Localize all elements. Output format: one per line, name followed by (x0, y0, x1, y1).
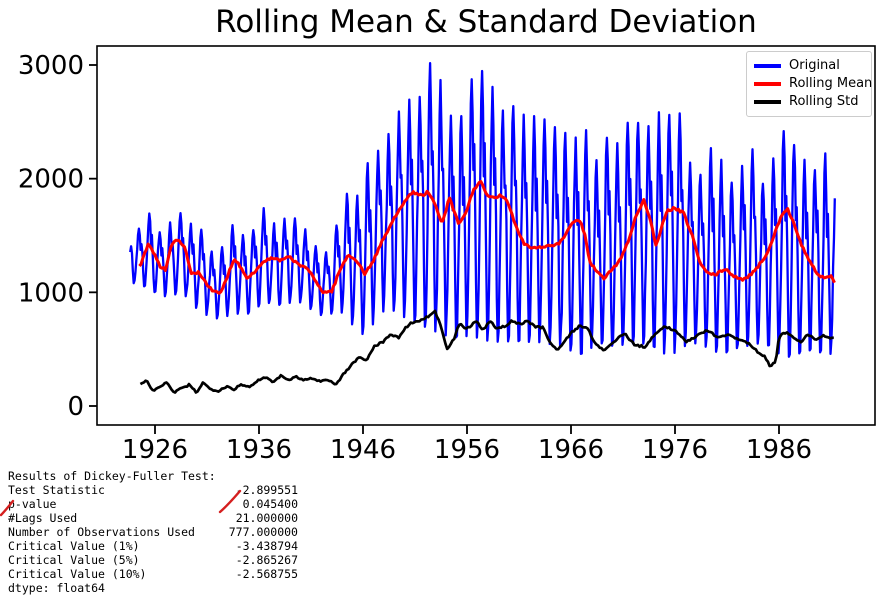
x-tick-label: 1936 (226, 435, 292, 465)
stat-value: -2.568755 (235, 567, 298, 581)
dickey-fuller-results: Results of Dickey-Fuller Test: Test Stat… (8, 469, 298, 595)
y-tick-label: 2000 (18, 165, 84, 195)
stats-row-critical-1pct: Critical Value (1%) -3.438794 (8, 539, 298, 553)
stat-value: -2.865267 (235, 553, 298, 567)
stat-label: Test Statistic (8, 483, 105, 497)
stats-row-critical-10pct: Critical Value (10%) -2.568755 (8, 567, 298, 581)
stat-value: 0.045400 (242, 497, 298, 511)
chart-plot-area: 0 1000 2000 3000 1926 1936 1946 1956 1966 1976 198… (18, 45, 876, 465)
stats-row-test-statistic: Test Statistic -2.899551 (8, 483, 298, 497)
stat-label: Number of Observations Used (8, 525, 195, 539)
legend-item-rolling-std: Rolling Std (754, 93, 864, 111)
rolling-std-line-swatch (754, 100, 781, 104)
legend-box: Original Rolling Mean Rolling Std (746, 51, 872, 117)
plot-frame (96, 45, 876, 426)
stats-row-critical-5pct: Critical Value (5%) -2.865267 (8, 553, 298, 567)
stat-label: #Lags Used (8, 511, 78, 525)
stat-label: Critical Value (5%) (8, 553, 140, 567)
legend-item-rolling-mean: Rolling Mean (754, 75, 872, 93)
stats-row-lags-used: #Lags Used 21.000000 (8, 511, 298, 525)
x-tick-label: 1966 (538, 435, 604, 465)
stat-label: Critical Value (1%) (8, 539, 140, 553)
x-tick-label: 1976 (642, 435, 708, 465)
stat-label: Critical Value (10%) (8, 567, 147, 581)
x-tick-label: 1926 (122, 435, 188, 465)
stat-value: 777.000000 (228, 525, 298, 539)
stats-dtype-footer: dtype: float64 (8, 581, 105, 595)
legend-label: Original (789, 58, 840, 73)
legend-label: Rolling Mean (789, 76, 873, 91)
stat-value: -2.899551 (235, 483, 298, 497)
rolling-std-line (139, 309, 834, 394)
original-series-line (129, 62, 836, 358)
stat-label: p-value (8, 497, 57, 511)
legend-item-original: Original (754, 57, 864, 75)
original-line-swatch (754, 64, 781, 68)
chart-title: Rolling Mean & Standard Deviation (215, 4, 757, 40)
stats-heading: Results of Dickey-Fuller Test: (8, 469, 216, 483)
stats-row-p-value: p-value 0.045400 (8, 497, 298, 511)
stat-value: -3.438794 (235, 539, 298, 553)
legend-label: Rolling Std (789, 94, 859, 109)
y-tick-label: 1000 (18, 278, 84, 308)
stat-value: 21.000000 (235, 511, 298, 525)
rolling-mean-line-swatch (754, 82, 781, 86)
y-tick-label: 3000 (18, 51, 84, 81)
y-tick-label: 0 (67, 392, 84, 422)
stats-row-num-observations: Number of Observations Used 777.000000 (8, 525, 298, 539)
x-tick-label: 1946 (330, 435, 396, 465)
x-tick-label: 1986 (746, 435, 812, 465)
x-tick-label: 1956 (434, 435, 500, 465)
rolling-mean-line (138, 180, 836, 295)
